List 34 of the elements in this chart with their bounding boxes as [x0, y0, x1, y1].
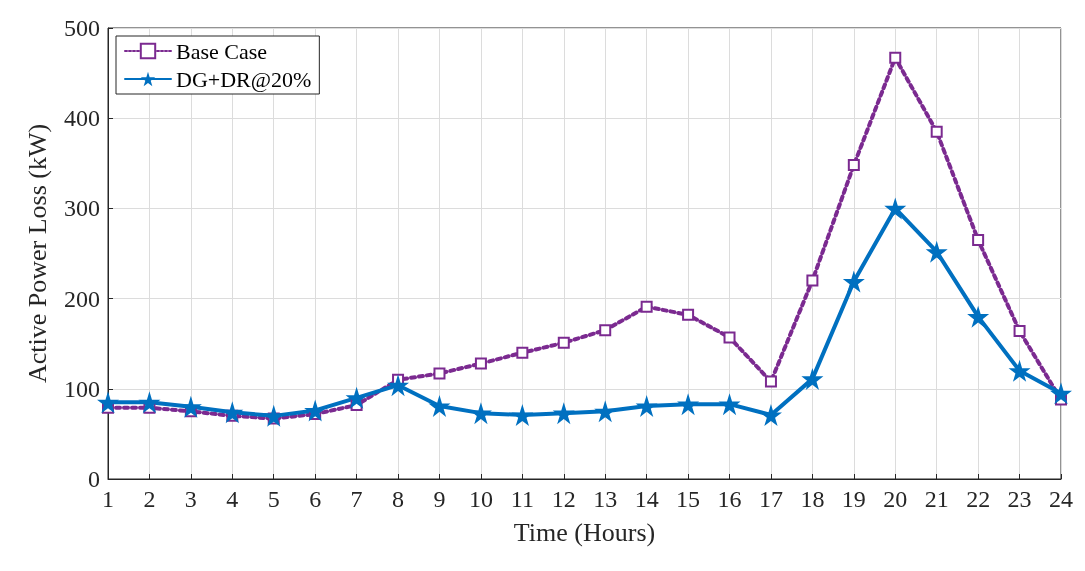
x-tick-label: 1: [102, 486, 114, 512]
y-tick-label: 300: [64, 195, 100, 222]
x-tick-label: 5: [267, 486, 280, 512]
x-tick-label: 4: [226, 486, 239, 512]
x-tick-label: 19: [841, 486, 866, 512]
x-tick-label: 2: [143, 486, 156, 512]
x-tick-label: 11: [510, 486, 534, 512]
x-tick-label: 20: [883, 486, 908, 512]
y-tick-label: 200: [64, 285, 100, 312]
legend-label: Base Case: [176, 38, 268, 64]
x-tick-label: 14: [634, 486, 659, 512]
y-axis-title: Active Power Loss (kW): [22, 123, 52, 384]
x-tick-label: 16: [717, 486, 742, 512]
legend-label: DG+DR@20%: [176, 66, 312, 92]
x-tick-label: 6: [309, 486, 322, 512]
x-tick-label: 3: [184, 486, 197, 512]
y-tick-label: 0: [88, 466, 100, 492]
x-tick-label: 15: [676, 486, 701, 512]
x-tick-label: 18: [800, 486, 825, 512]
x-tick-label: 17: [758, 486, 783, 512]
x-tick-label: 10: [468, 486, 493, 512]
x-tick-label: 8: [392, 486, 405, 512]
y-tick-label: 500: [64, 15, 100, 41]
x-tick-label: 12: [551, 486, 576, 512]
x-tick-label: 13: [593, 486, 618, 512]
x-axis-title: Time (Hours): [513, 517, 656, 547]
x-tick-label: 9: [433, 486, 446, 512]
y-tick-label: 400: [64, 105, 100, 132]
x-tick-label: 7: [350, 486, 363, 512]
x-tick-label: 23: [1007, 486, 1032, 512]
x-tick-label: 24: [1049, 486, 1073, 512]
x-tick-label: 22: [966, 486, 991, 512]
x-tick-label: 21: [924, 486, 949, 512]
y-tick-label: 100: [64, 375, 100, 402]
